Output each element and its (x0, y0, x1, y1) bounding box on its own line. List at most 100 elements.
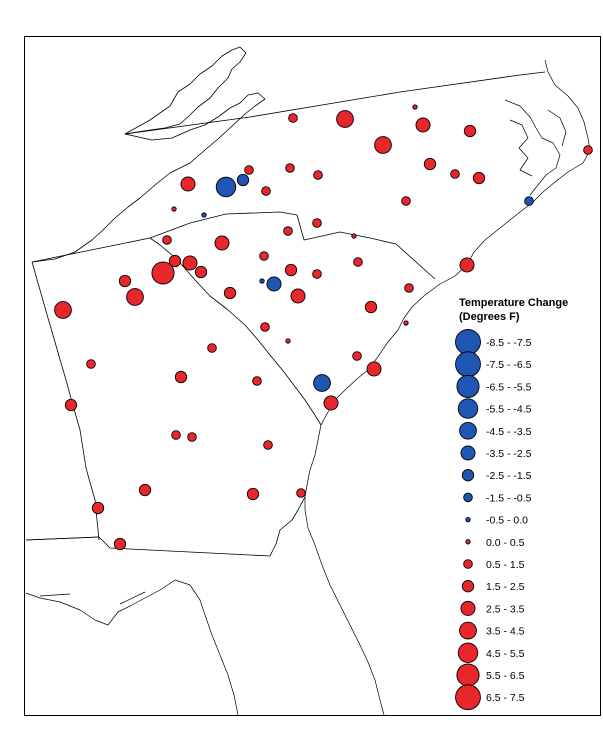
legend-item: -4.5 - -3.5 (459, 421, 532, 440)
legend-label: -7.5 - -6.5 (486, 359, 532, 371)
warming-station-marker (180, 176, 196, 192)
nc-sc-boundary (149, 211, 436, 280)
legend-subtitle: (Degrees F) (459, 311, 520, 323)
legend-symbol (455, 329, 481, 355)
virginia-kentucky-boundary (124, 46, 247, 135)
warming-station-marker (288, 113, 298, 123)
warming-station-marker (54, 301, 72, 319)
warming-station-marker (415, 117, 431, 133)
warming-station-marker (583, 145, 593, 155)
cooling-station-marker (215, 176, 237, 198)
legend-symbol (461, 580, 475, 593)
warming-station-marker (312, 269, 322, 279)
warming-station-marker (162, 235, 172, 245)
legend-item: -6.5 - -5.5 (456, 374, 532, 398)
warming-station-marker (244, 165, 254, 175)
atlantic-coastline (304, 59, 591, 715)
warming-station-marker (285, 163, 295, 173)
warming-station-marker (194, 265, 208, 279)
legend-item: 4.5 - 5.5 (457, 642, 525, 663)
warming-station-marker (352, 351, 362, 361)
legend-symbol (465, 516, 471, 523)
legend-label: 0.0 - 0.5 (486, 537, 525, 549)
legend-title: Temperature Change (459, 297, 568, 309)
legend-label: -3.5 - -2.5 (486, 448, 532, 460)
legend-symbol (456, 374, 480, 398)
warming-station-marker (214, 235, 230, 251)
warming-station-marker (126, 288, 144, 306)
cooling-station-marker (201, 212, 207, 218)
warming-station-marker (336, 110, 354, 128)
warming-station-marker (168, 254, 182, 268)
warming-station-marker (423, 157, 437, 171)
warming-station-marker (207, 343, 217, 353)
warming-station-marker (472, 171, 486, 185)
cooling-station-marker (236, 173, 250, 187)
legend-item: 2.5 - 3.5 (460, 600, 525, 616)
legend-symbol (455, 351, 481, 378)
legend-label: -4.5 - -3.5 (486, 426, 532, 438)
warming-station-marker (171, 430, 181, 440)
legend-label: -8.5 - -7.5 (486, 337, 532, 349)
legend-label: -5.5 - -4.5 (486, 404, 532, 416)
warming-station-marker (118, 274, 132, 288)
legend-symbol (463, 492, 473, 503)
gulf-coastline (25, 579, 239, 715)
warming-station-marker (403, 320, 409, 326)
legend-item: -5.5 - -4.5 (457, 398, 532, 419)
legend-item: 1.5 - 2.5 (461, 580, 525, 593)
cooling-station-marker (524, 196, 534, 206)
legend-label: 0.5 - 1.5 (486, 559, 525, 571)
legend-label: 5.5 - 6.5 (486, 670, 525, 682)
legend-item: -2.5 - -1.5 (461, 469, 532, 482)
al-fl-boundary (25, 536, 100, 541)
warming-station-marker (404, 283, 414, 293)
warming-station-marker (259, 251, 269, 261)
nc-sounds (504, 99, 567, 196)
warming-station-marker (313, 170, 323, 180)
warming-station-marker (412, 104, 418, 110)
warming-station-marker (260, 322, 270, 332)
legend-item: 6.5 - 7.5 (455, 684, 525, 711)
legend-label: 6.5 - 7.5 (486, 692, 525, 704)
legend-item: 0.5 - 1.5 (463, 559, 525, 571)
warming-station-marker (174, 370, 188, 384)
legend-item: -8.5 - -7.5 (455, 329, 532, 355)
nc-va-boundary (124, 71, 546, 135)
warming-station-marker (246, 487, 260, 501)
warming-station-marker (261, 186, 271, 196)
legend-symbol (463, 559, 473, 569)
warming-station-marker (64, 398, 78, 412)
legend-symbol (465, 539, 471, 545)
warming-station-marker (285, 338, 291, 344)
warming-station-marker (252, 376, 262, 386)
legend-item: 3.5 - 4.5 (459, 621, 525, 640)
warming-station-marker (401, 196, 411, 206)
legend-symbol (460, 600, 476, 616)
map-frame (24, 36, 601, 716)
warming-station-marker (450, 169, 460, 179)
warming-station-marker (91, 501, 105, 515)
legend-label: -0.5 - 0.0 (486, 515, 528, 527)
legend-label: -2.5 - -1.5 (486, 470, 532, 482)
warming-station-marker (459, 257, 475, 273)
station-markers (54, 104, 593, 551)
warming-station-marker (187, 432, 197, 442)
legend-item: 0.0 - 0.5 (465, 537, 525, 549)
legend-item: 5.5 - 6.5 (456, 663, 525, 687)
warming-station-marker (113, 537, 127, 551)
legend-symbol (457, 642, 479, 663)
legend-label: -1.5 - -0.5 (486, 492, 532, 504)
warming-station-marker (312, 218, 322, 228)
legend-label: 1.5 - 2.5 (486, 581, 525, 593)
warming-station-marker (283, 226, 293, 236)
legend-label: 4.5 - 5.5 (486, 648, 525, 660)
warming-station-marker (263, 440, 273, 450)
legend-symbol (457, 398, 479, 419)
legend-label: 3.5 - 4.5 (486, 626, 525, 638)
cooling-station-marker (313, 374, 331, 392)
warming-station-marker (171, 206, 177, 212)
legend: Temperature Change (Degrees F) -8.5 - -7… (455, 297, 568, 711)
warming-station-marker (151, 261, 175, 285)
ga-al-boundary (31, 261, 100, 541)
